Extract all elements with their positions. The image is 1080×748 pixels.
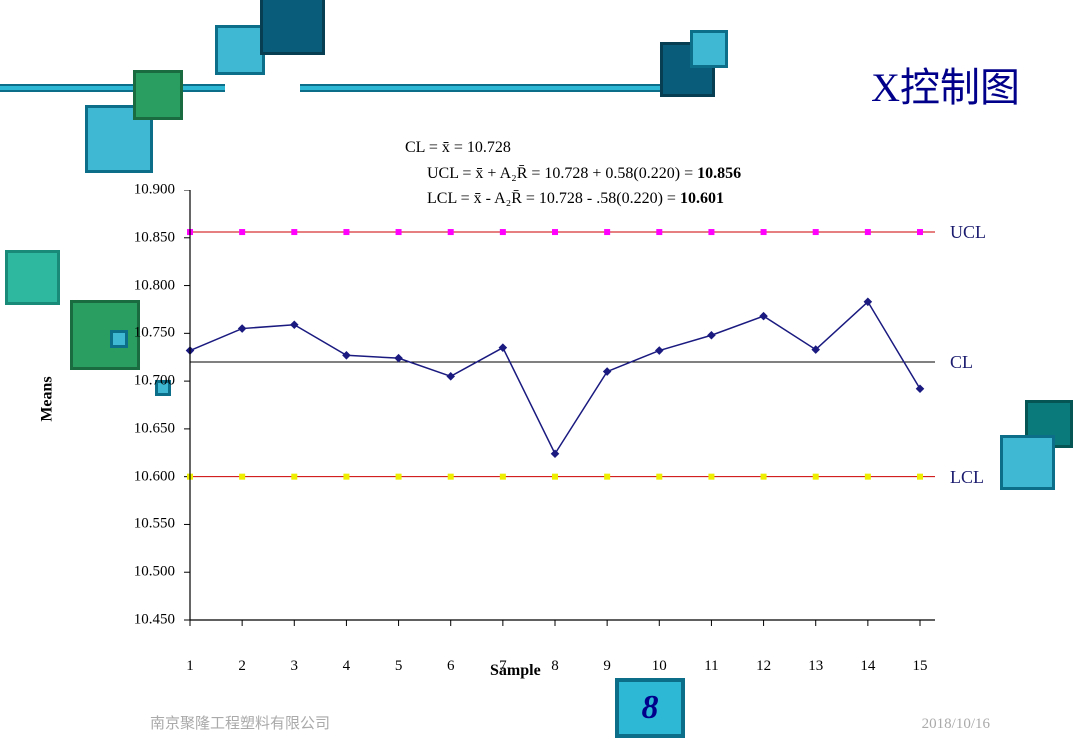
- formula-cl: CL = x̄̄ = 10.728: [405, 135, 741, 161]
- x-tick-label: 1: [186, 658, 194, 675]
- x-tick-label: 11: [704, 658, 718, 675]
- slide-title: X控制图: [871, 55, 1020, 113]
- y-tick-label: 10.550: [134, 516, 175, 533]
- lcl-label: LCL: [950, 467, 984, 488]
- x-tick-label: 9: [603, 658, 611, 675]
- footer-company: 南京聚隆工程塑料有限公司: [150, 712, 330, 733]
- y-axis-label: Means: [39, 376, 57, 421]
- x-tick-label: 12: [756, 658, 771, 675]
- x-tick-label: 4: [343, 658, 351, 675]
- y-tick-label: 10.750: [134, 325, 175, 342]
- deco-bar: [300, 84, 670, 92]
- chart-svg: [90, 190, 1010, 650]
- x-axis-label: Sample: [490, 662, 541, 680]
- x-tick-label: 3: [291, 658, 299, 675]
- x-tick-label: 2: [238, 658, 246, 675]
- x-tick-label: 10: [652, 658, 667, 675]
- y-tick-label: 10.450: [134, 612, 175, 629]
- x-tick-label: 6: [447, 658, 455, 675]
- y-tick-label: 10.700: [134, 373, 175, 390]
- deco-square: [133, 70, 183, 120]
- deco-square: [260, 0, 325, 55]
- page-number-box: 8: [615, 678, 685, 738]
- x-tick-label: 14: [860, 658, 875, 675]
- deco-bar: [0, 84, 225, 92]
- deco-square: [690, 30, 728, 68]
- y-tick-label: 10.900: [134, 182, 175, 199]
- y-tick-label: 10.800: [134, 277, 175, 294]
- deco-square: [215, 25, 265, 75]
- y-tick-label: 10.500: [134, 564, 175, 581]
- footer-date: 2018/10/16: [922, 716, 990, 733]
- x-tick-label: 13: [808, 658, 823, 675]
- x-tick-label: 5: [395, 658, 403, 675]
- cl-label: CL: [950, 352, 973, 373]
- x-tick-label: 8: [551, 658, 559, 675]
- formula-ucl: UCL = x̄̄ + A₂R̄ = 10.728 + 0.58(0.220) …: [427, 161, 741, 187]
- y-tick-label: 10.650: [134, 420, 175, 437]
- x-tick-label: 15: [913, 658, 928, 675]
- deco-square: [5, 250, 60, 305]
- ucl-label: UCL: [950, 222, 986, 243]
- control-chart: Means 10.45010.50010.55010.60010.65010.7…: [90, 190, 1010, 650]
- y-tick-label: 10.850: [134, 229, 175, 246]
- y-tick-label: 10.600: [134, 468, 175, 485]
